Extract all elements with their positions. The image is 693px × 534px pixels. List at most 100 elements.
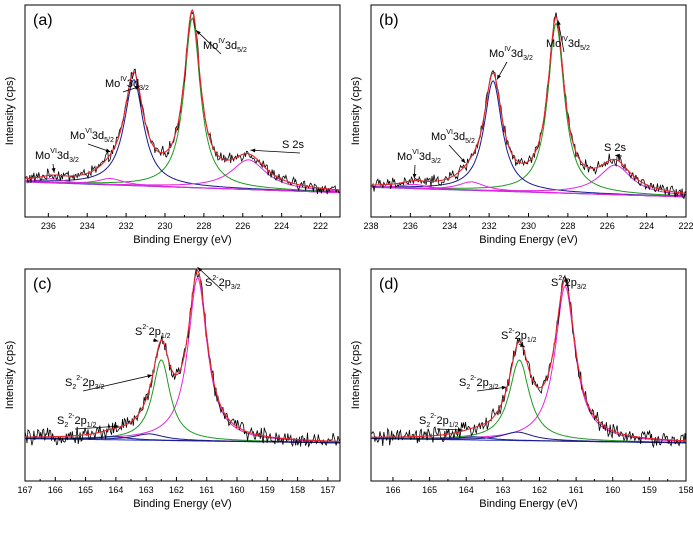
arrow-head bbox=[519, 343, 525, 348]
x-tick-label: 166 bbox=[385, 485, 400, 495]
peak-annotation: S 2s bbox=[604, 142, 627, 154]
peak-annotation: S2-2p1/2 bbox=[135, 324, 171, 340]
plot-frame bbox=[24, 4, 341, 218]
x-tick-label: 160 bbox=[605, 485, 620, 495]
x-tick-label: 232 bbox=[482, 221, 497, 231]
component-curve bbox=[24, 17, 341, 193]
component-curve bbox=[25, 79, 341, 193]
arrow-head bbox=[105, 148, 111, 153]
arrow-head bbox=[114, 424, 119, 429]
x-tick-label: 159 bbox=[642, 485, 657, 495]
component-curve bbox=[25, 178, 340, 194]
x-tick-label: 234 bbox=[442, 221, 457, 231]
peak-annotation: MoVI3d3/2 bbox=[35, 148, 79, 164]
x-tick-label: 166 bbox=[48, 485, 63, 495]
peak-annotation: S22-2p3/2 bbox=[459, 375, 499, 391]
x-tick-label: 226 bbox=[600, 221, 615, 231]
x-tick-label: 159 bbox=[260, 485, 275, 495]
x-axis-label: Binding Energy (eV) bbox=[133, 234, 231, 246]
component-curve bbox=[371, 183, 686, 198]
x-tick-label: 162 bbox=[169, 485, 184, 495]
x-tick-label: 230 bbox=[157, 221, 172, 231]
peak-annotation: S22-2p1/2 bbox=[57, 413, 97, 429]
x-tick-label: 165 bbox=[422, 485, 437, 495]
x-tick-label: 222 bbox=[313, 221, 328, 231]
y-axis-label: Intensity (cps) bbox=[4, 77, 16, 145]
arrow-head bbox=[457, 427, 463, 432]
arrow-head bbox=[197, 267, 203, 272]
component-curve bbox=[371, 80, 686, 197]
arrow-head bbox=[412, 173, 417, 179]
y-axis-label: Intensity (cps) bbox=[350, 341, 362, 409]
panel-label: (c) bbox=[33, 276, 52, 293]
arrow-head bbox=[501, 385, 507, 390]
x-axis-label: Binding Energy (eV) bbox=[479, 234, 577, 246]
panel-label: (d) bbox=[379, 276, 399, 293]
x-tick-label: 158 bbox=[290, 485, 305, 495]
raw-spectrum bbox=[370, 274, 687, 449]
annotation-arrow bbox=[476, 386, 507, 392]
x-tick-label: 236 bbox=[403, 221, 418, 231]
peak-annotation: S 2s bbox=[282, 139, 305, 151]
y-axis-label: Intensity (cps) bbox=[350, 77, 362, 145]
annotation-arrow bbox=[197, 266, 224, 292]
peak-annotation: MoIV3d3/2 bbox=[105, 76, 149, 92]
peak-annotation: S2-2p3/2 bbox=[205, 275, 241, 291]
x-axis-label: Binding Energy (eV) bbox=[479, 498, 577, 510]
x-tick-label: 163 bbox=[495, 485, 510, 495]
peak-annotation: MoIV3d5/2 bbox=[203, 38, 247, 54]
x-tick-label: 158 bbox=[678, 485, 693, 495]
x-tick-label: 232 bbox=[119, 221, 134, 231]
peak-annotation: MoIV3d5/2 bbox=[546, 36, 590, 52]
x-tick-label: 236 bbox=[41, 221, 56, 231]
annotation-arrow bbox=[250, 149, 301, 154]
peak-annotation: MoVI3d3/2 bbox=[397, 149, 441, 165]
arrow-head bbox=[497, 74, 501, 80]
y-axis-label: Intensity (cps) bbox=[4, 341, 16, 409]
x-tick-label: 161 bbox=[569, 485, 584, 495]
component-curve bbox=[371, 359, 686, 443]
panel-label: (b) bbox=[379, 12, 399, 29]
x-tick-label: 160 bbox=[230, 485, 245, 495]
peak-annotation: MoVI3d5/2 bbox=[431, 129, 475, 145]
component-curve bbox=[371, 436, 686, 444]
fit-envelope bbox=[371, 15, 687, 194]
peak-annotation: MoVI3d5/2 bbox=[70, 128, 114, 144]
plot-frame bbox=[24, 268, 341, 482]
panel-label: (a) bbox=[33, 12, 53, 29]
panel-d: 166 165 164 163 162 161 160 159 158 Binding Energ… bbox=[350, 268, 693, 510]
x-tick-label: 164 bbox=[459, 485, 474, 495]
x-tick-label: 165 bbox=[78, 485, 93, 495]
x-tick-label: 163 bbox=[139, 485, 154, 495]
x-axis-label: Binding Energy (eV) bbox=[133, 498, 231, 510]
x-tick-label: 161 bbox=[199, 485, 214, 495]
arrow-head bbox=[250, 148, 256, 153]
fit-envelope bbox=[25, 269, 340, 442]
arrow-head bbox=[134, 86, 140, 90]
x-tick-label: 224 bbox=[274, 221, 289, 231]
panel-a: 236 234 232 230 228 226 224 222 Binding Energy (… bbox=[4, 4, 341, 246]
arrow-head bbox=[147, 374, 153, 379]
peak-annotation: S2-2p1/2 bbox=[501, 328, 537, 344]
x-tick-label: 234 bbox=[80, 221, 95, 231]
annotation-arrow bbox=[557, 20, 565, 53]
panel-b: 238 236 234 232 230 228 226 224 222 Binding Energ… bbox=[350, 4, 693, 246]
x-tick-label: 164 bbox=[108, 485, 123, 495]
x-tick-label: 238 bbox=[363, 221, 378, 231]
annotation-arrow bbox=[195, 30, 222, 55]
component-curve bbox=[370, 22, 687, 197]
arrow-head bbox=[153, 338, 159, 343]
x-tick-label: 228 bbox=[196, 221, 211, 231]
arrow-head bbox=[51, 168, 56, 173]
component-curve bbox=[25, 359, 341, 444]
annotation-arrow bbox=[74, 425, 119, 430]
peak-annotation: S22-2p3/2 bbox=[65, 375, 105, 391]
arrow-head bbox=[564, 276, 569, 282]
fit-envelope bbox=[371, 279, 687, 442]
peak-annotation: MoIV3d3/2 bbox=[489, 46, 533, 62]
x-tick-label: 224 bbox=[639, 221, 654, 231]
arrow-head bbox=[615, 153, 620, 158]
fit-envelope bbox=[25, 8, 341, 191]
plot-frame bbox=[370, 268, 687, 482]
